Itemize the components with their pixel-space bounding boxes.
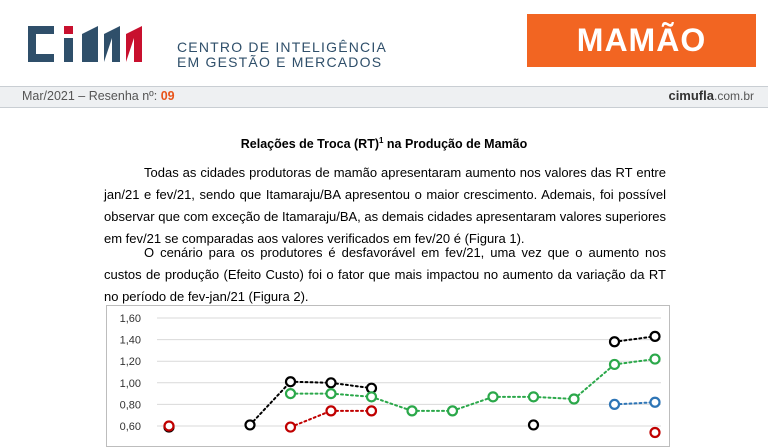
series-2-point (163, 420, 175, 432)
series-2-point (284, 421, 297, 433)
y-tick-label: 0,60 (120, 421, 141, 433)
series-1-point (446, 405, 459, 417)
series-0-segment (330, 381, 373, 390)
issue-number: 09 (160, 89, 175, 103)
page-header: CENTRO DE INTELIGÊNCIA EM GESTÃO E MERCA… (0, 0, 768, 85)
organization-name: CENTRO DE INTELIGÊNCIA EM GESTÃO E MERCA… (177, 40, 387, 70)
series-1-segment (532, 395, 575, 400)
series-1-segment (451, 395, 494, 412)
site-name: cimufla (668, 88, 714, 103)
series-3-point (608, 398, 621, 411)
chart-canvas: 1,60 1,40 1,20 1,00 0,80 0,60 (120, 313, 661, 439)
issue-prefix: Mar/2021 – Resenha nº: (22, 89, 158, 103)
series-1-point (284, 387, 297, 400)
paragraph-1: Todas as cidades produtoras de mamão apr… (104, 165, 666, 246)
series-1-segment (613, 358, 656, 366)
title-footnote: 1 (379, 136, 384, 145)
y-tick-label: 1,40 (120, 335, 141, 347)
series-1-point (406, 405, 418, 417)
series-1-segment (573, 363, 616, 400)
issue-bar: Mar/2021 – Resenha nº: 09 cimufla.com.br (0, 86, 768, 108)
series-0-point (325, 377, 337, 389)
section-title: Relações de Troca (RT)1 na Produção de M… (0, 136, 768, 151)
series-0-point (608, 336, 621, 348)
series-1-point (568, 393, 580, 405)
series-3-point (649, 396, 661, 408)
cim-logo (28, 26, 142, 62)
org-line-2: EM GESTÃO E MERCADOS (177, 54, 383, 70)
series-0-segment (289, 380, 332, 384)
series-1-point (365, 391, 378, 403)
y-tick-label: 0,80 (120, 399, 141, 411)
series-2-segment (289, 409, 332, 429)
series-0-segment (249, 380, 292, 426)
series-0-segment (613, 335, 656, 343)
series-1-point (325, 387, 337, 400)
series-0-point (527, 419, 540, 431)
series-3-segment (613, 401, 656, 406)
y-tick-label: 1,20 (120, 356, 141, 368)
series-2-point (325, 405, 337, 417)
series-1-point (608, 358, 621, 371)
series-2-point (365, 405, 378, 417)
org-line-1: CENTRO DE INTELIGÊNCIA (177, 39, 387, 55)
issue-info: Mar/2021 – Resenha nº: 09 (22, 89, 175, 103)
y-tick-label: 1,00 (120, 378, 141, 390)
series-0-point (649, 330, 661, 342)
series-1-segment (330, 392, 373, 398)
series-1-point (527, 391, 540, 403)
site-link[interactable]: cimufla.com.br (668, 88, 754, 103)
series-0-point (244, 419, 256, 431)
title-rest: na Produção de Mamão (383, 137, 528, 151)
paragraph-2: O cenário para os produtores é desfavorá… (104, 245, 666, 304)
y-tick-label: 1,60 (120, 313, 141, 325)
series-0-point (284, 376, 297, 388)
series-2-point (649, 426, 661, 439)
product-badge: MAMÃO (527, 14, 756, 67)
site-domain: .com.br (713, 89, 754, 103)
series-1-segment (370, 395, 413, 412)
title-main: Relações de Troca (RT) (240, 137, 379, 151)
rt-chart: 1,60 1,40 1,20 1,00 0,80 0,60 (106, 305, 670, 447)
series-1-point (649, 353, 661, 365)
series-1-point (487, 391, 499, 403)
